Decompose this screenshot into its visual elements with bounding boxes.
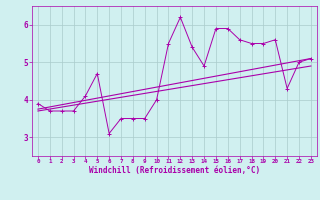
X-axis label: Windchill (Refroidissement éolien,°C): Windchill (Refroidissement éolien,°C) (89, 166, 260, 175)
